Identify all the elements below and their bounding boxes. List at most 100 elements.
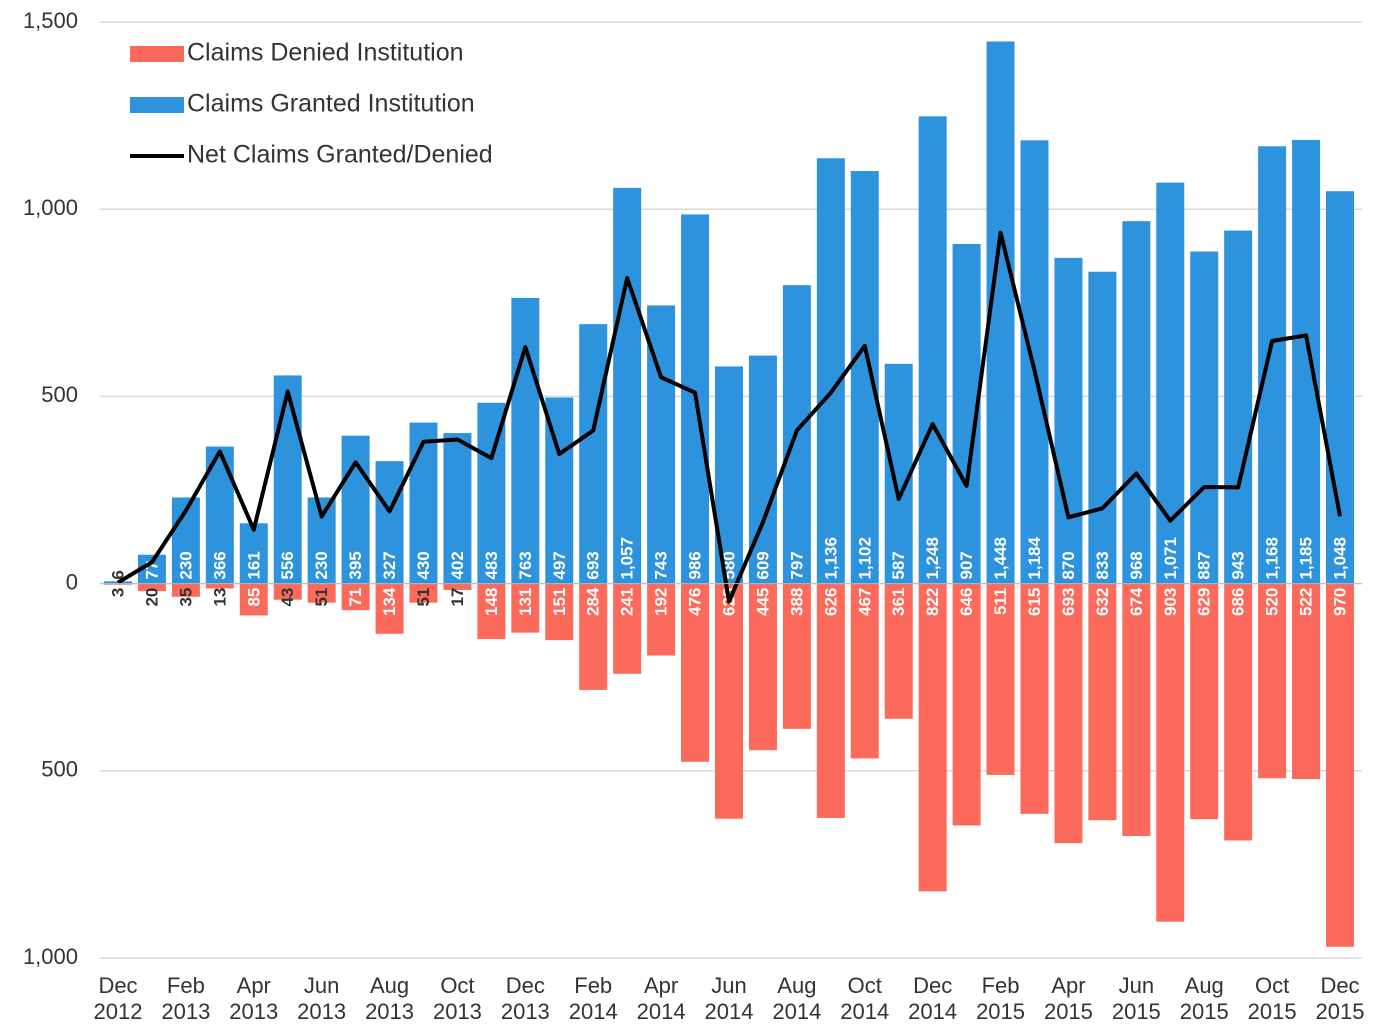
y-tick-label: 1,500 [23,8,78,33]
data-label: 522 [1297,588,1316,616]
bar [1258,583,1287,779]
data-label: 3 [108,588,127,597]
bar [681,583,710,762]
bar [137,583,166,592]
data-label: 1,048 [1330,537,1349,580]
x-tick-label: Aug 2013 [365,973,415,1024]
data-label: 903 [1161,588,1180,616]
data-label: 632 [1093,588,1112,616]
bar [477,583,506,640]
x-tick-label: Jun 2013 [297,973,347,1024]
bar [273,375,302,584]
bar [1224,230,1253,584]
bar [850,171,879,584]
bar [1020,583,1049,814]
data-label: 402 [448,551,467,579]
x-tick-label: Apr 2015 [1043,973,1093,1024]
bar [104,583,132,585]
x-tick-label: Apr 2013 [229,973,279,1024]
data-label: 395 [346,551,365,579]
x-tick-label: Aug 2015 [1179,973,1229,1024]
data-label: 615 [1025,588,1044,616]
data-label: 1,071 [1161,537,1180,580]
bar [239,523,268,584]
data-label: 1,057 [618,537,637,580]
bar [1020,140,1049,584]
data-label: 388 [787,588,806,616]
data-label: 1,136 [821,537,840,580]
x-tick-label: Jun 2015 [1111,973,1161,1024]
legend-swatch [130,46,184,62]
data-label: 763 [516,551,535,579]
bar [511,583,540,633]
bar [375,461,404,584]
x-tick-label: Aug 2014 [772,973,822,1024]
data-label: 609 [753,551,772,579]
bar [1156,182,1185,584]
legend-swatch [130,97,184,113]
bar [443,433,472,584]
x-tick-label: Feb 2014 [568,973,618,1024]
data-label: 17 [448,588,467,607]
bar [1122,221,1151,584]
bar [952,583,981,826]
data-label: 511 [991,588,1010,615]
bar [1292,583,1321,780]
bar [918,583,947,892]
data-label: 134 [380,587,399,616]
data-label: 327 [380,551,399,579]
bar [986,583,1015,775]
bar [1258,146,1287,584]
data-label: 833 [1093,551,1112,579]
bar [171,583,200,597]
data-label: 646 [957,588,976,616]
bar [1054,257,1083,584]
bar [1156,583,1185,922]
data-label: 520 [1263,588,1282,616]
x-tick-label: Oct 2013 [432,973,482,1024]
net-line [116,230,1342,604]
bar [816,158,845,584]
bar [579,583,608,690]
data-label: 284 [584,587,603,616]
x-tick-label: Oct 2015 [1247,973,1297,1024]
data-label: 1,184 [1025,537,1044,580]
data-label: 1,102 [855,537,874,580]
data-label: 151 [550,588,569,616]
data-label: 6 [108,570,127,579]
data-label: 131 [516,588,535,616]
bar [647,583,676,656]
bar [816,583,845,818]
data-label: 483 [482,551,501,579]
x-tick-label: Feb 2013 [161,973,211,1024]
data-label: 986 [686,551,705,579]
data-label: 1,168 [1263,537,1282,580]
bar [918,116,947,584]
data-label: 361 [889,588,908,616]
legend-label: Claims Denied Institution [187,39,464,67]
data-label: 968 [1127,551,1146,579]
bar [1292,139,1321,584]
bar [1224,583,1253,841]
data-label: 797 [787,551,806,579]
bar [884,583,913,719]
data-label: 907 [957,551,976,579]
data-label: 71 [346,588,365,607]
bar [239,583,268,616]
data-label: 51 [312,588,331,607]
data-label: 626 [821,588,840,616]
bar [307,583,336,603]
legend-label: Claims Granted Institution [187,90,475,118]
data-label: 85 [244,588,263,607]
x-tick-label: Feb 2015 [976,973,1026,1024]
data-label: 467 [855,588,874,616]
x-tick-label: Dec 2013 [500,973,550,1024]
x-tick-label: Dec 2012 [93,973,143,1024]
data-label: 587 [889,551,908,579]
bar [613,583,642,674]
data-label: 20 [142,588,161,607]
data-label: 192 [652,588,671,616]
data-label: 35 [176,588,195,607]
